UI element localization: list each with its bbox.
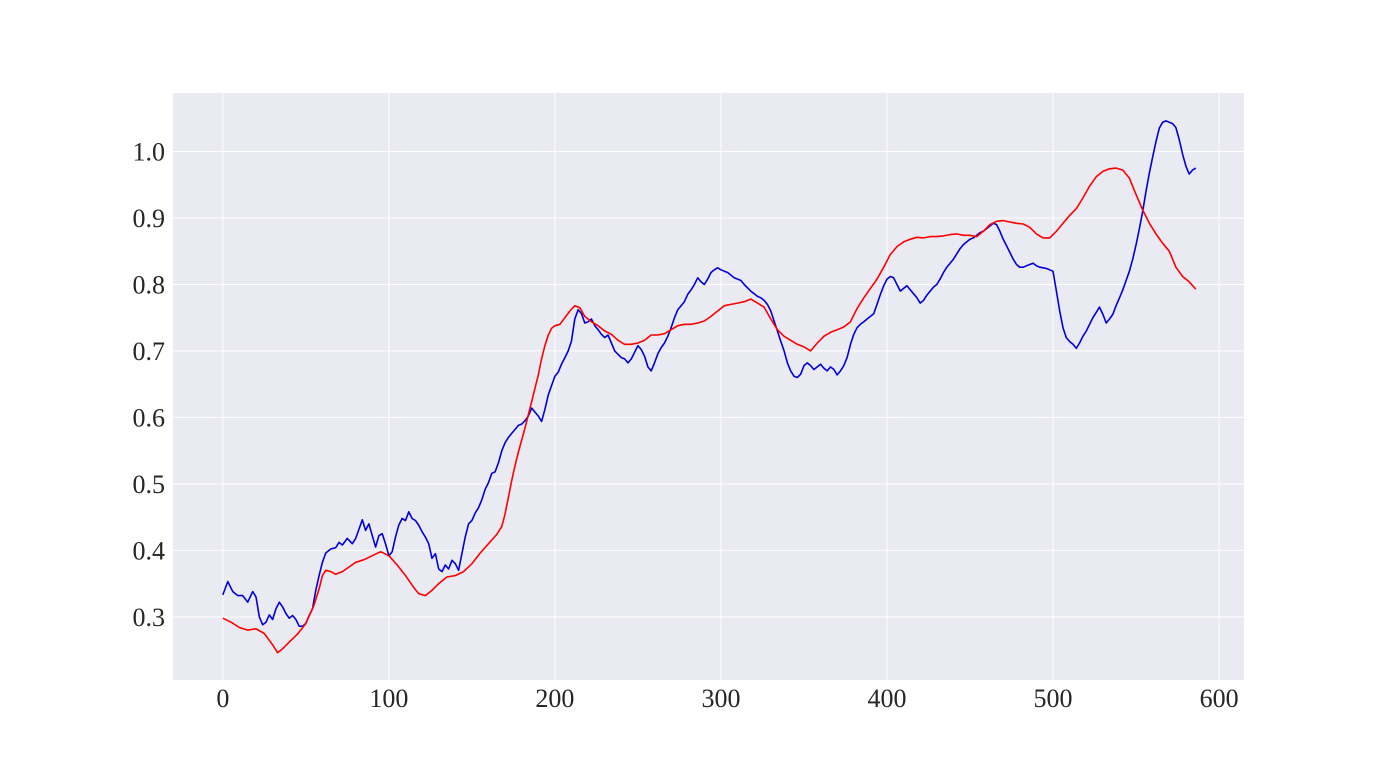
- y-tick-label: 1.0: [133, 138, 166, 167]
- x-tick-label: 500: [1034, 684, 1073, 713]
- x-tick-label: 300: [701, 684, 740, 713]
- blue-series-line: [222, 120, 1197, 627]
- x-tick-label: 100: [369, 684, 408, 713]
- plot-area: [173, 93, 1244, 680]
- y-tick-label: 0.9: [133, 204, 166, 233]
- y-tick-label: 0.8: [133, 270, 166, 299]
- y-tick-label: 0.7: [133, 337, 166, 366]
- y-tick-label: 0.5: [133, 470, 166, 499]
- x-tick-label: 0: [216, 684, 229, 713]
- x-tick-label: 600: [1200, 684, 1239, 713]
- grid-lines: [173, 93, 1244, 680]
- red-series-line: [222, 167, 1197, 654]
- y-tick-label: 0.6: [133, 403, 166, 432]
- y-tick-label: 0.3: [133, 603, 166, 632]
- x-tick-label: 200: [535, 684, 574, 713]
- x-axis-tick-labels: 0 100 200 300 400 500 600: [216, 684, 1238, 713]
- y-axis-tick-labels: 0.3 0.4 0.5 0.6 0.7 0.8 0.9 1.0: [133, 138, 166, 632]
- y-tick-label: 0.4: [133, 536, 166, 565]
- x-tick-label: 400: [868, 684, 907, 713]
- series-lines: [222, 120, 1197, 654]
